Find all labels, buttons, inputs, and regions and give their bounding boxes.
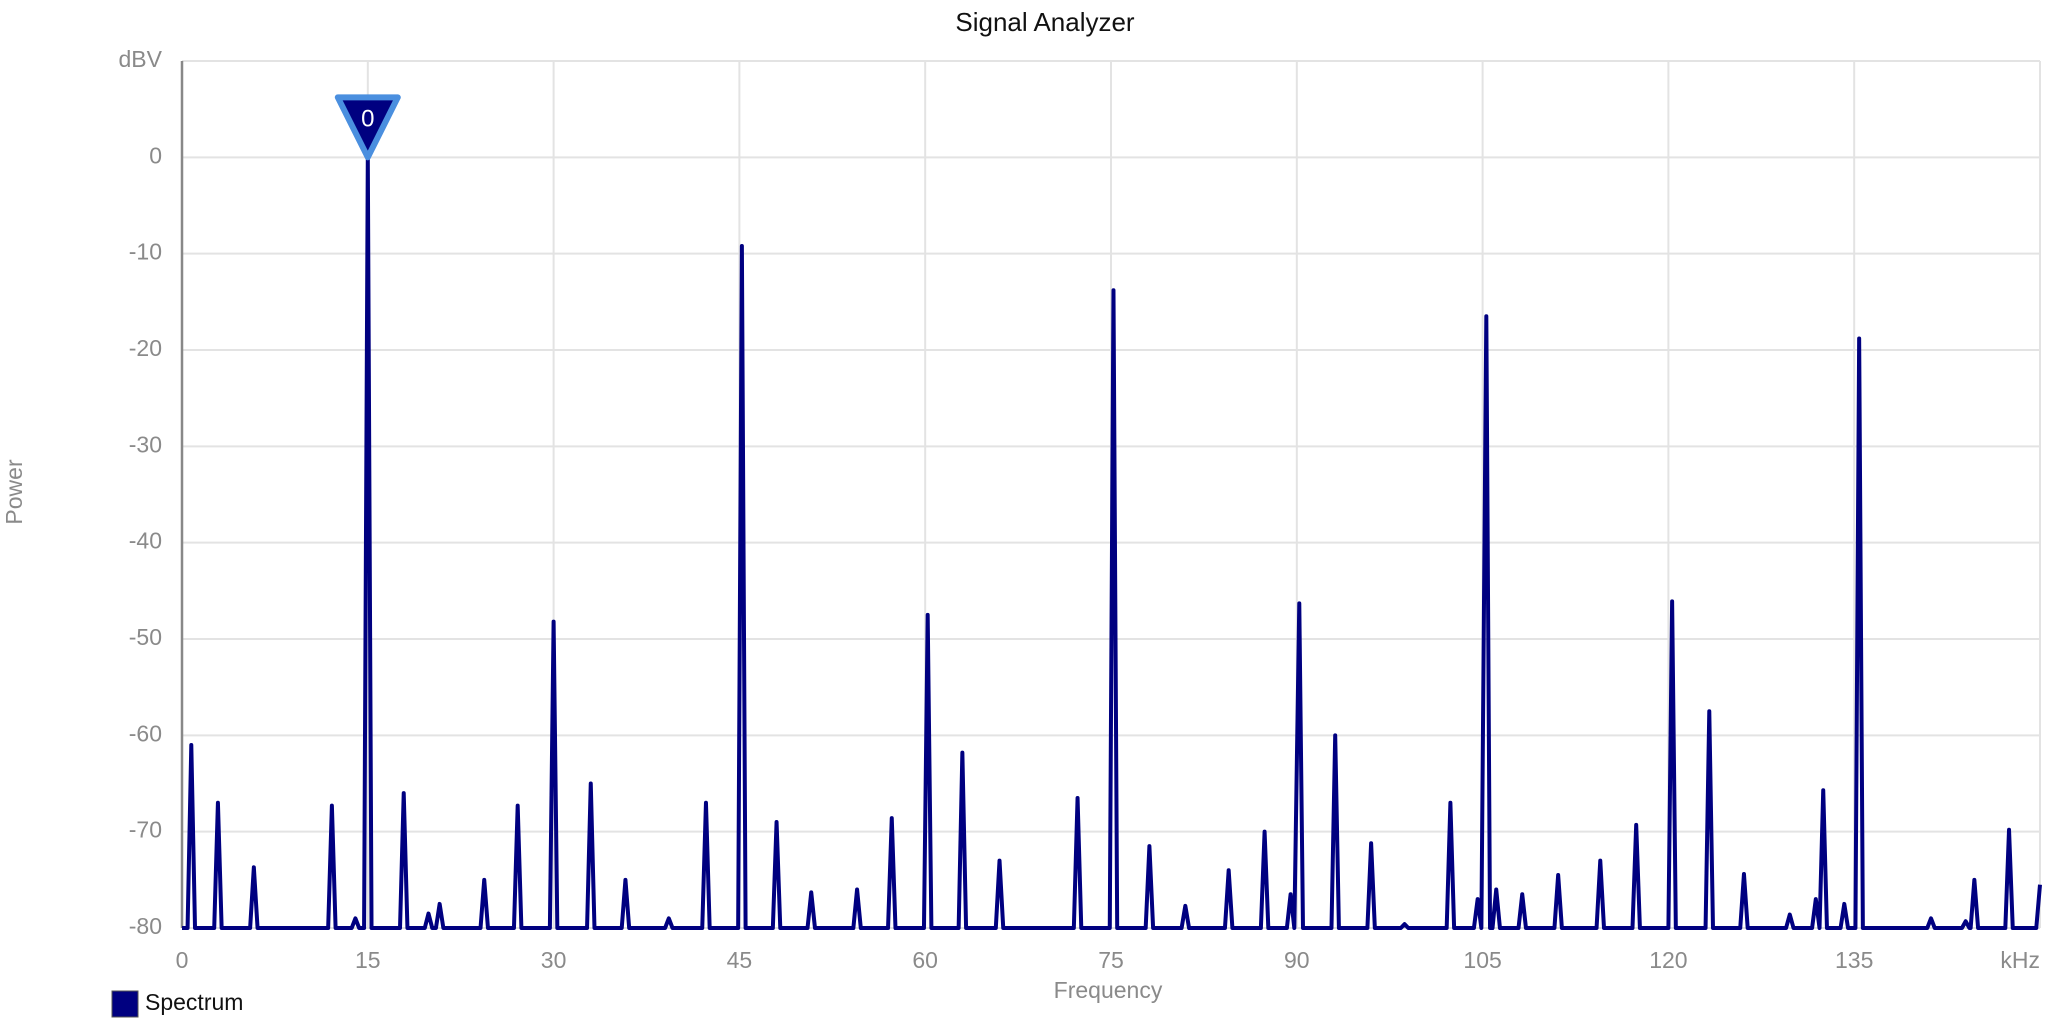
legend-swatch [111,990,139,1018]
x-tick-label: 60 [912,947,938,973]
x-tick-label: 105 [1463,947,1501,973]
spectrum-line [182,155,2042,930]
y-tick-label: -10 [129,239,162,265]
x-tick-label: 90 [1284,947,1310,973]
y-tick-label: 0 [149,142,162,168]
x-tick-label: 120 [1649,947,1687,973]
y-tick-label: -60 [129,720,162,746]
y-tick-label: -70 [129,817,162,843]
y-tick-label: -40 [129,528,162,554]
y-tick-label: -30 [129,431,162,457]
chart-title: Signal Analyzer [955,7,1135,37]
x-tick-label: 30 [541,947,567,973]
x-tick-label: kHz [2000,947,2040,973]
y-tick-label: dBV [119,46,163,72]
x-tick-label: 15 [355,947,381,973]
x-tick-label: 0 [176,947,189,973]
y-tick-label: -80 [129,913,162,939]
legend-label: Spectrum [145,989,243,1015]
x-axis-label: Frequency [1054,977,1163,1003]
y-axis-label: Power [1,459,27,525]
x-tick-label: 135 [1835,947,1873,973]
y-tick-label: -50 [129,624,162,650]
y-tick-label: -20 [129,335,162,361]
peak-marker [334,94,401,161]
x-tick-label: 45 [727,947,753,973]
x-tick-label: 75 [1098,947,1124,973]
peak-marker-label: 0 [361,106,374,133]
